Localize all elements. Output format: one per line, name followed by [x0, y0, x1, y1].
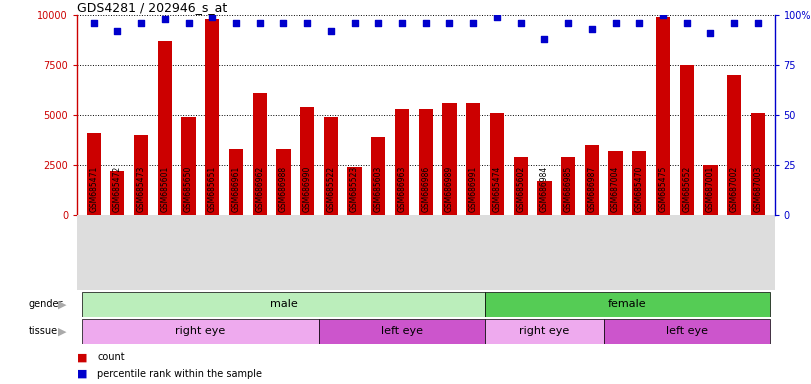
Bar — [347, 167, 362, 215]
Bar — [82, 319, 319, 344]
Bar — [513, 157, 528, 215]
Bar — [371, 137, 385, 215]
Point — [324, 28, 337, 35]
Point — [277, 20, 290, 26]
Point — [538, 36, 551, 42]
Text: ■: ■ — [77, 352, 88, 362]
Point — [371, 20, 384, 26]
Point — [443, 20, 456, 26]
Text: GDS4281 / 202946_s_at: GDS4281 / 202946_s_at — [77, 1, 227, 14]
Point — [704, 30, 717, 36]
Bar — [324, 117, 338, 215]
Point — [680, 20, 693, 26]
Point — [752, 20, 765, 26]
Bar — [157, 41, 172, 215]
Point — [253, 20, 266, 26]
Point — [158, 16, 171, 22]
Text: left eye: left eye — [666, 326, 708, 336]
Bar — [300, 107, 315, 215]
Point — [609, 20, 622, 26]
Bar — [442, 103, 457, 215]
Bar — [561, 157, 575, 215]
Point — [586, 26, 599, 32]
Bar — [110, 171, 125, 215]
Bar — [656, 17, 670, 215]
Point — [206, 14, 219, 20]
Point — [514, 20, 527, 26]
Bar — [727, 75, 741, 215]
Text: ▶: ▶ — [58, 326, 67, 336]
Bar — [395, 109, 410, 215]
Bar — [319, 319, 485, 344]
Point — [633, 20, 646, 26]
Bar — [485, 292, 770, 317]
Bar — [466, 103, 480, 215]
Text: ▶: ▶ — [58, 299, 67, 310]
Point — [230, 20, 242, 26]
Point — [348, 20, 361, 26]
Text: right eye: right eye — [175, 326, 225, 336]
Text: left eye: left eye — [381, 326, 423, 336]
Point — [562, 20, 575, 26]
Bar — [751, 113, 765, 215]
Bar — [703, 165, 718, 215]
Point — [657, 12, 670, 18]
Bar — [418, 109, 433, 215]
Bar — [608, 151, 623, 215]
Point — [87, 20, 100, 26]
Bar — [205, 19, 220, 215]
Point — [491, 14, 504, 20]
Text: tissue: tissue — [28, 326, 58, 336]
Text: percentile rank within the sample: percentile rank within the sample — [97, 369, 262, 379]
Point — [396, 20, 409, 26]
Bar — [680, 65, 694, 215]
Bar — [490, 113, 504, 215]
Bar — [603, 319, 770, 344]
Bar — [252, 93, 267, 215]
Bar — [229, 149, 243, 215]
Bar — [632, 151, 646, 215]
Point — [135, 20, 148, 26]
Bar — [485, 319, 603, 344]
Text: count: count — [97, 352, 125, 362]
Text: female: female — [608, 299, 646, 310]
Bar — [82, 292, 485, 317]
Text: male: male — [269, 299, 298, 310]
Bar — [134, 135, 148, 215]
Text: ■: ■ — [77, 369, 88, 379]
Point — [111, 28, 124, 35]
Bar — [87, 133, 101, 215]
Bar — [537, 181, 551, 215]
Bar — [585, 145, 599, 215]
Point — [727, 20, 740, 26]
Point — [182, 20, 195, 26]
Point — [467, 20, 480, 26]
Point — [301, 20, 314, 26]
Bar — [182, 117, 195, 215]
Bar — [277, 149, 290, 215]
Text: gender: gender — [28, 299, 63, 310]
Point — [419, 20, 432, 26]
Text: right eye: right eye — [519, 326, 569, 336]
